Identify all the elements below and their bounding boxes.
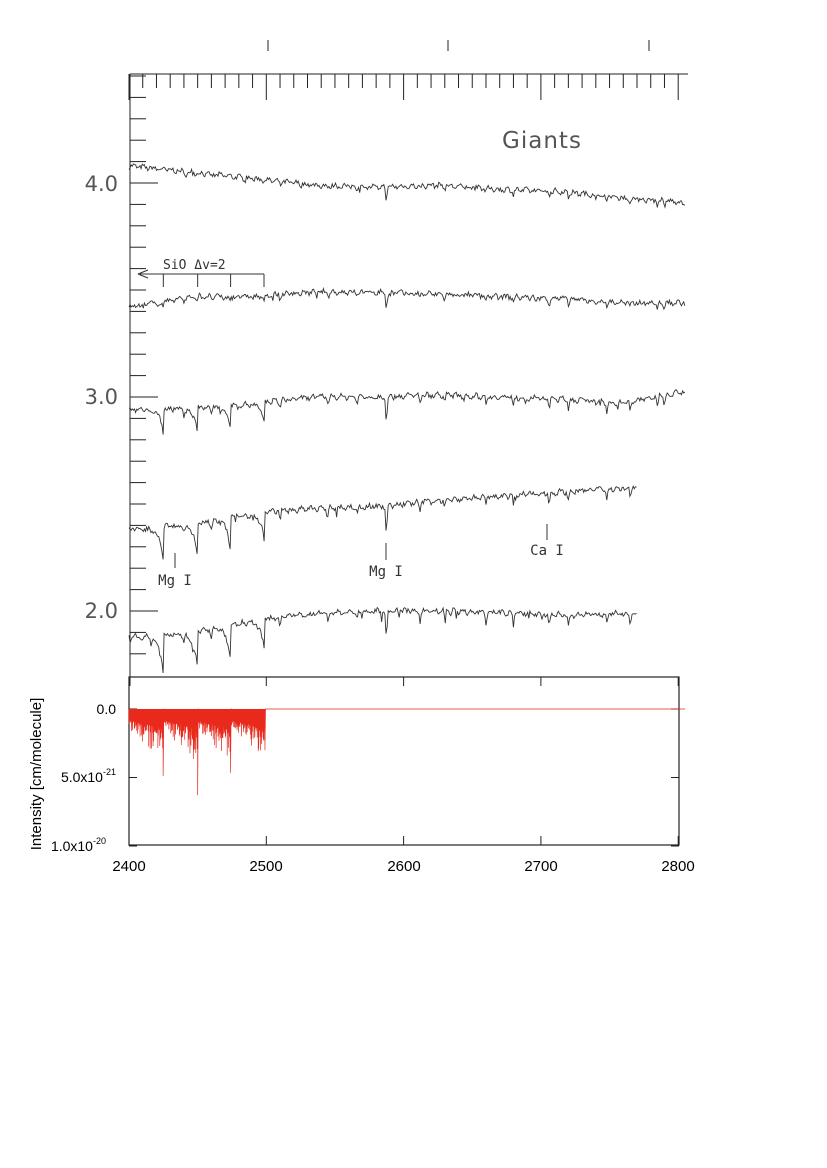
- sio-band-head-ticks: [162, 274, 232, 287]
- bottom-y-tick-label-1: 5.0x10-21: [61, 767, 116, 785]
- sio-band-arrowhead: [137, 269, 149, 279]
- x-tick-label-2600: 2600: [387, 858, 420, 875]
- sio-band-annotation: SiO Δv=2: [137, 258, 265, 287]
- bottom-panel: 0.0 5.0x10-21 1.0x10-20 Intensity [cm/mo…: [28, 676, 695, 875]
- x-tick-labels: 2400 2500 2600 2700 2800: [112, 858, 694, 875]
- sio-band-label: SiO Δv=2: [163, 258, 226, 273]
- y-tick-label-2-0: 2.0: [85, 599, 118, 623]
- upper-outer-ticks: [267, 40, 650, 51]
- line-id-mg-i-left: Mg I: [158, 553, 192, 589]
- top-panel: Giants 4.0 3.0 2.0 SiO Δv=2 Mg I Mg I Ca…: [85, 40, 688, 686]
- x-tick-label-2500: 2500: [249, 858, 282, 875]
- spectrum-line-1: [128, 163, 686, 209]
- spectrum-line-3: [128, 389, 686, 435]
- x-tick-label-2700: 2700: [524, 858, 557, 875]
- bottom-y-tick-labels: 0.0 5.0x10-21 1.0x10-20: [51, 701, 116, 854]
- bottom-panel-frame: [128, 676, 680, 846]
- model-absorption-line: [128, 708, 686, 796]
- bottom-axis-ticks: [128, 677, 679, 847]
- bottom-y-tick-label-2: 1.0x10-20: [51, 836, 106, 854]
- ca-i-label: Ca I: [530, 543, 564, 559]
- bottom-y-tick-label-0: 0.0: [97, 701, 117, 717]
- model-series-group: [128, 708, 686, 796]
- y-tick-label-3-0: 3.0: [85, 385, 118, 409]
- spectrum-line-2: [128, 286, 686, 311]
- spectrum-line-5: [128, 606, 637, 674]
- y-tick-label-4-0: 4.0: [85, 172, 118, 196]
- left-axis-ticks: [130, 75, 158, 655]
- mg-i-left-label: Mg I: [158, 573, 192, 589]
- top-axis-ticks: [128, 74, 679, 100]
- spectra-series-group: [128, 163, 686, 674]
- mg-i-center-label: Mg I: [369, 564, 403, 580]
- x-tick-label-2800: 2800: [661, 858, 694, 875]
- bottom-y-axis-label: Intensity [cm/molecule]: [28, 698, 45, 851]
- line-id-mg-i-center: Mg I: [369, 543, 403, 580]
- spectrum-line-4: [128, 484, 637, 560]
- panel-title: Giants: [502, 128, 582, 154]
- line-id-ca-i: Ca I: [530, 524, 564, 559]
- x-tick-label-2400: 2400: [112, 858, 145, 875]
